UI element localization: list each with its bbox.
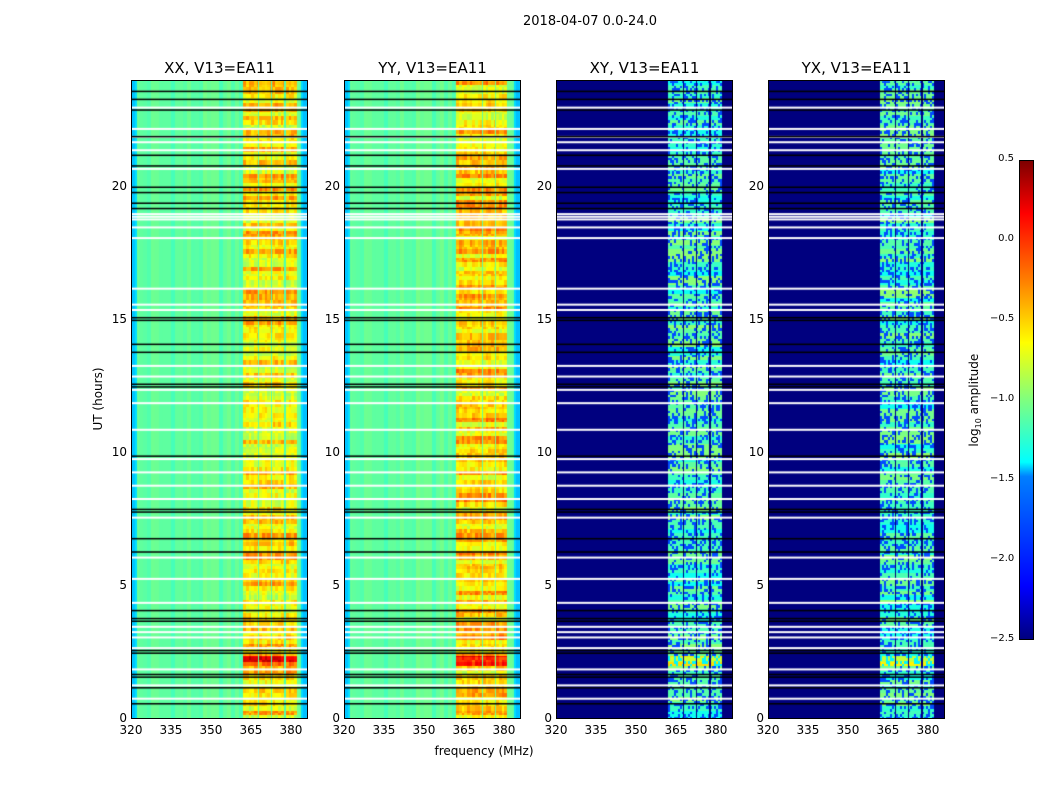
figure-title: 2018-04-07 0.0-24.0 — [523, 14, 657, 29]
x-tick-label: 350 — [836, 723, 860, 737]
colorbar-tick-label: −2.5 — [990, 633, 1015, 644]
axes-frame — [131, 80, 308, 719]
x-tick-label: 335 — [372, 723, 396, 737]
panel-xx: XX, V13=EA11 320 335 350 365 380 0 5 10 15 20 — [112, 59, 308, 737]
y-tick-label: 5 — [756, 577, 764, 592]
x-tick-label: 365 — [664, 723, 688, 737]
y-tick-label: 20 — [536, 178, 552, 193]
y-axis-label: UT (hours) — [91, 367, 105, 431]
x-tick-label: 365 — [239, 723, 263, 737]
y-tick-label: 5 — [119, 577, 127, 592]
panel-title: XY, V13=EA11 — [589, 59, 700, 77]
y-tick-label: 5 — [332, 577, 340, 592]
x-tick-label: 335 — [159, 723, 183, 737]
x-axis-label: frequency (MHz) — [434, 744, 534, 758]
colorbar-tick-label: −0.5 — [990, 313, 1015, 324]
y-tick-label: 20 — [748, 178, 764, 193]
y-tick-label: 15 — [536, 311, 552, 326]
x-tick-label: 335 — [796, 723, 820, 737]
x-tick-label: 380 — [704, 723, 728, 737]
y-tick-label: 10 — [536, 444, 552, 459]
colorbar-tick-label: 0.0 — [998, 233, 1014, 244]
colorbar — [1019, 160, 1034, 640]
y-tick-label: 10 — [324, 444, 340, 459]
x-tick-label: 380 — [916, 723, 940, 737]
axes-frame — [344, 80, 521, 719]
x-tick-label: 350 — [412, 723, 436, 737]
heatmap-image — [556, 80, 733, 719]
y-tick-label: 0 — [756, 711, 764, 725]
y-tick-label: 5 — [544, 577, 552, 592]
x-tick-label: 320 — [756, 723, 780, 737]
heatmap-image — [344, 80, 521, 719]
x-tick-label: 320 — [332, 723, 356, 737]
panel-yx: YX, V13=EA11 320 335 350 365 380 0 5 10 15 20 — [749, 59, 945, 737]
y-tick-label: 10 — [111, 444, 127, 459]
y-tick-label: 10 — [748, 444, 764, 459]
y-tick-label: 20 — [324, 178, 340, 193]
x-tick-label: 365 — [452, 723, 476, 737]
x-tick-label: 320 — [119, 723, 143, 737]
colorbar-label: log10 amplitude — [966, 353, 984, 447]
panel-title: YY, V13=EA11 — [378, 59, 487, 77]
colorbar-tick-label: 0.5 — [998, 153, 1014, 164]
y-tick-label: 20 — [111, 178, 127, 193]
panel-title: YX, V13=EA11 — [801, 59, 912, 77]
x-tick-label: 380 — [492, 723, 516, 737]
heatmap-image — [768, 80, 945, 719]
x-tick-label: 320 — [544, 723, 568, 737]
x-tick-label: 350 — [199, 723, 223, 737]
panel-title: XX, V13=EA11 — [164, 59, 275, 77]
panel-yy: YY, V13=EA11 320 335 350 365 380 0 5 10 15 20 — [325, 59, 521, 737]
y-tick-label: 15 — [324, 311, 340, 326]
y-tick-label: 0 — [332, 711, 340, 725]
panel-xy: XY, V13=EA11 320 335 350 365 380 0 5 10 15 20 — [537, 59, 733, 737]
x-tick-label: 365 — [876, 723, 900, 737]
colorbar-tick-label: −1.0 — [990, 393, 1015, 404]
heatmap-image — [131, 80, 308, 719]
x-tick-label: 380 — [279, 723, 303, 737]
y-tick-label: 0 — [119, 711, 127, 725]
y-tick-label: 0 — [544, 711, 552, 725]
y-tick-label: 15 — [111, 311, 127, 326]
y-tick-label: 15 — [748, 311, 764, 326]
colorbar-tick-label: −1.5 — [990, 473, 1015, 484]
colorbar-tick-label: −2.0 — [990, 553, 1015, 564]
x-tick-label: 350 — [624, 723, 648, 737]
axes-frame — [556, 80, 733, 719]
axes-frame — [768, 80, 945, 719]
x-tick-label: 335 — [584, 723, 608, 737]
